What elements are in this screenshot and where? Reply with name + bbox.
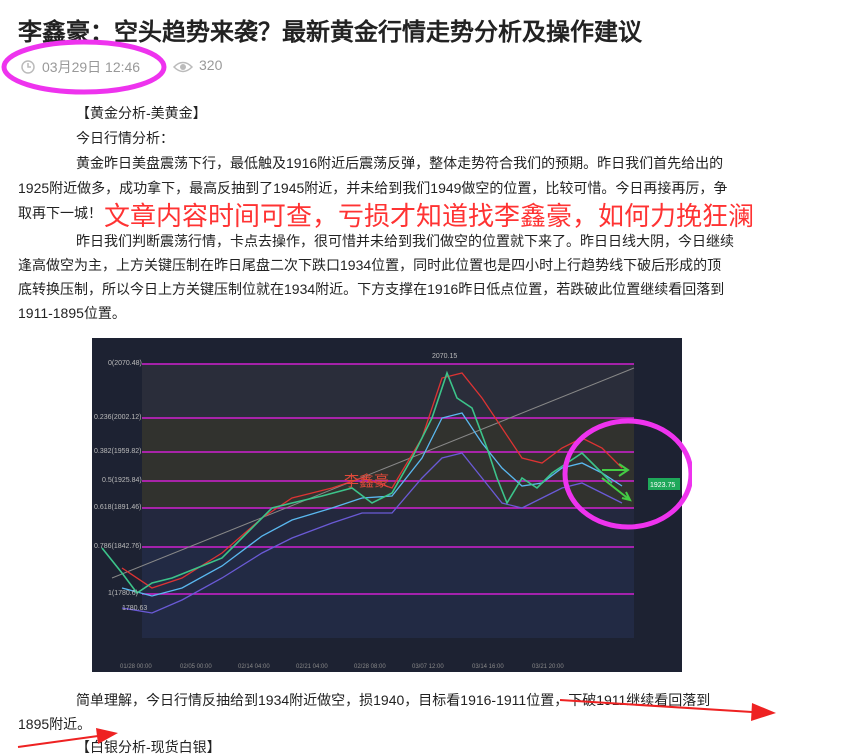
watermark: 李鑫豪: [344, 472, 389, 490]
paragraph-line: 1911-1895位置。: [18, 305, 126, 321]
x-label: 02/21 04:00: [296, 664, 328, 670]
paragraph-line: 黄金昨日美盘震荡下行，最低触及1916附近后震荡反弹，整体走势符合我们的预期。昨…: [76, 155, 724, 171]
fib-label: 1(1780.6): [108, 590, 138, 597]
arrows: [17, 699, 776, 748]
x-label: 03/14 16:00: [472, 664, 504, 670]
x-label: 02/28 08:00: [354, 664, 386, 670]
x-label: 01/28 00:00: [120, 664, 152, 670]
x-label: 02/05 00:00: [180, 664, 212, 670]
x-label: 02/14 04:00: [238, 664, 270, 670]
fib-label: 0.382(1959.82): [94, 448, 141, 455]
x-label: 03/21 20:00: [532, 664, 564, 670]
paragraph-line: 1925附近做多，成功拿下，最高反抽到了1945附近，并未给到我们1949做空的…: [18, 180, 728, 196]
views-icon: [172, 61, 194, 73]
fib-label: 0(2070.48): [108, 360, 142, 367]
paragraph-line: 今日行情分析：: [76, 130, 174, 146]
publish-date: 03月29日 12:46: [42, 59, 141, 75]
paragraph-line: 简单理解，今日行情反抽给到1934附近做空，损1940，目标看1916-1911…: [76, 692, 711, 708]
x-label: 03/07 12:00: [412, 664, 444, 670]
paragraph-line: 1895附近。: [18, 716, 92, 732]
paragraph-line: 昨日我们判断震荡行情，卡点去操作，很可惜并未给到我们做空的位置就下来了。昨日日线…: [76, 233, 734, 249]
fib-label: 0.786(1842.76): [94, 543, 141, 550]
view-count: 320: [199, 57, 223, 73]
paragraph-line: 取再下一城！: [18, 205, 102, 221]
paragraph-line: 【黄金分析-美黄金】: [76, 105, 207, 121]
fib-label: 0.236(2002.12): [94, 414, 141, 421]
price-tag: 1923.75: [650, 482, 675, 489]
high-label: 2070.15: [432, 353, 457, 360]
date-highlight: [1, 39, 167, 95]
fib-label: 0.5(1925.84): [102, 477, 142, 484]
chart-image: 0(2070.48) 0.236(2002.12) 0.382(1959.82)…: [92, 338, 692, 672]
overlay-text: 文章内容时间可查，亏损才知道找李鑫豪，如何力挽狂澜: [104, 201, 755, 231]
article-title: 李鑫豪：空头趋势来袭？最新黄金行情走势分析及操作建议: [18, 19, 642, 46]
paragraph-line: 逢高做空为主，上方关键压制在昨日尾盘二次下跌口1934位置，同时此位置也是四小时…: [18, 257, 722, 273]
low-label: 1780.63: [122, 605, 147, 612]
fib-label: 0.618(1891.46): [94, 504, 141, 511]
paragraph-line: 底转换压制，所以今日上方关键压制位就在1934附近。下方支撑在1916昨日低点位…: [18, 281, 725, 297]
